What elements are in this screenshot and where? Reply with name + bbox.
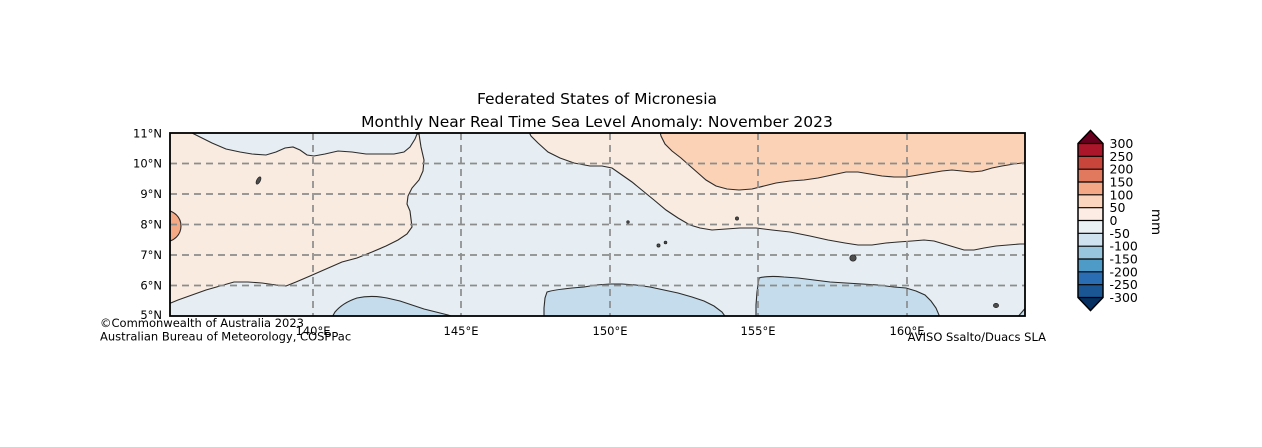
colorbar-seg-neg200-neg150 (1078, 259, 1103, 272)
copyright-text: ©Commonwealth of Australia 2023 (100, 316, 304, 330)
colorbar-seg-100-150 (1078, 182, 1103, 195)
colorbar-seg-neg100-neg50 (1078, 233, 1103, 247)
graticule (170, 133, 1025, 316)
figure-title-line1: Federated States of Micronesia (477, 90, 717, 108)
cbar-tick-300: 300 (1110, 136, 1134, 151)
anomaly-region-northwest-0-50 (170, 133, 425, 304)
colorbar-seg-50-100 (1078, 194, 1103, 208)
y-tick-7N: 7°N (140, 248, 162, 262)
islands (255, 176, 999, 308)
island-small-2 (735, 216, 739, 221)
island-small-1 (626, 220, 630, 224)
colorbar-outline (1077, 129, 1104, 312)
colorbar-over-arrow (1078, 130, 1103, 144)
colorbar-tick-labels: 300 250 200 150 100 50 0 -50 -100 -150 -… (1110, 136, 1138, 305)
data-source-text: AVISO Ssalto/Duacs SLA (908, 330, 1046, 344)
colorbar-dividers (1078, 142, 1103, 299)
colorbar-seg-150-200 (1078, 169, 1103, 182)
colorbar-seg-neg150-neg100 (1078, 246, 1103, 259)
footer: ©Commonwealth of Australia 2023 Australi… (100, 316, 1046, 344)
x-axis: 140°E 145°E 150°E 155°E 160°E (296, 324, 925, 338)
x-tick-145E: 145°E (444, 324, 479, 338)
cbar-tick-200: 200 (1110, 162, 1134, 177)
anomaly-patch-south-left (332, 295, 453, 316)
y-tick-10N: 10°N (133, 157, 162, 171)
cbar-tick-neg250: -250 (1110, 277, 1138, 292)
x-tick-150E: 150°E (593, 324, 628, 338)
agency-text: Australian Bureau of Meteorology, COSPPa… (100, 330, 351, 344)
cbar-tick-100: 100 (1110, 187, 1134, 202)
anomaly-region-topright-50-100 (659, 133, 1025, 191)
colorbar-seg-0-50 (1078, 207, 1103, 221)
y-tick-5N: 5°N (140, 308, 162, 322)
colorbar-seg-neg300-neg250 (1078, 284, 1103, 298)
anomaly-negative-patches (332, 275, 1025, 316)
anomaly-patch-south-middle (543, 283, 726, 316)
y-tick-6N: 6°N (140, 279, 162, 293)
cbar-tick-neg150: -150 (1110, 252, 1138, 267)
island-chuuk-b (663, 240, 668, 245)
island-pohnpei (849, 254, 857, 262)
colorbar-seg-200-250 (1078, 156, 1103, 170)
anomaly-spot-west-edge-100-150 (170, 210, 182, 242)
colorbar: 300 250 200 150 100 50 0 -50 -100 -150 -… (1077, 129, 1164, 312)
map-frame (169, 132, 1026, 317)
cbar-tick-0: 0 (1110, 213, 1118, 228)
cbar-tick-50: 50 (1110, 200, 1126, 215)
y-tick-9N: 9°N (140, 187, 162, 201)
colorbar-unit-label: mm (1148, 209, 1164, 235)
figure-title-line2: Monthly Near Real Time Sea Level Anomaly… (361, 113, 833, 131)
cbar-tick-250: 250 (1110, 149, 1134, 164)
cbar-tick-150: 150 (1110, 175, 1134, 190)
map-plot-area (170, 133, 1025, 316)
island-chuuk-a (656, 243, 661, 248)
anomaly-patch-south-right (755, 275, 940, 316)
y-axis: 11°N 10°N 9°N 8°N 7°N 6°N 5°N (133, 127, 162, 323)
x-tick-160E: 160°E (890, 324, 925, 338)
cbar-tick-neg200: -200 (1110, 264, 1138, 279)
colorbar-seg-neg250-neg200 (1078, 271, 1103, 285)
cbar-tick-neg300: -300 (1110, 290, 1138, 305)
colorbar-seg-250-300 (1078, 143, 1103, 157)
colorbar-under-arrow (1078, 297, 1103, 311)
anomaly-patch-southeast-corner (1017, 307, 1025, 316)
cbar-tick-neg50: -50 (1110, 226, 1130, 241)
island-yap (255, 176, 262, 185)
x-tick-140E: 140°E (296, 324, 331, 338)
y-tick-11N: 11°N (133, 127, 162, 141)
island-kosrae (993, 303, 999, 308)
x-tick-155E: 155°E (741, 324, 776, 338)
y-tick-8N: 8°N (140, 218, 162, 232)
cbar-tick-neg100: -100 (1110, 239, 1138, 254)
colorbar-seg-neg50-0 (1078, 220, 1103, 234)
